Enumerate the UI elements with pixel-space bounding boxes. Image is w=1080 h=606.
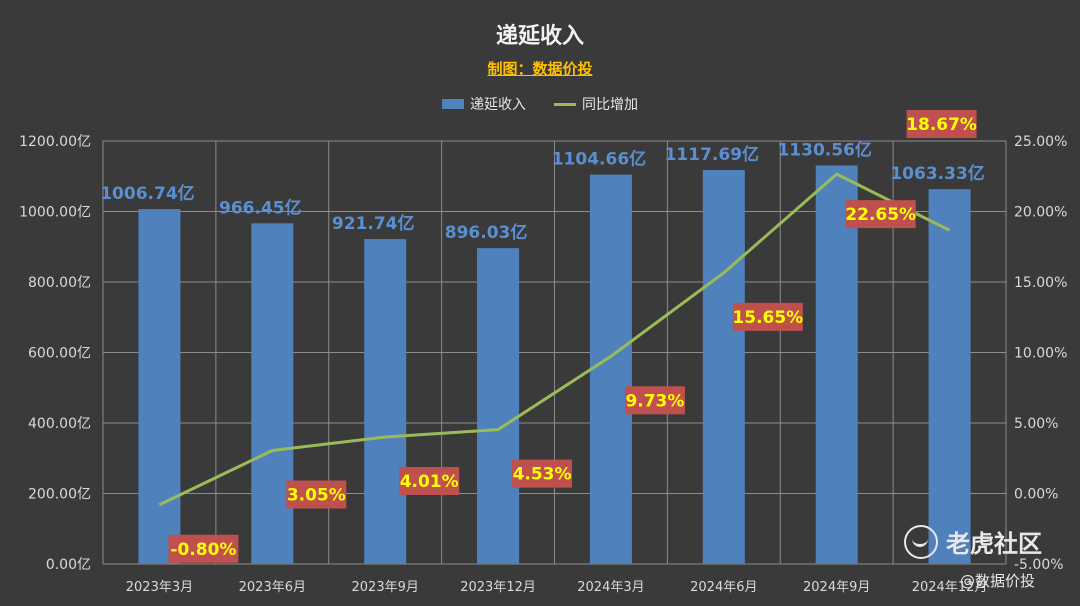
watermark-handle: @数据价投 — [960, 572, 1036, 590]
y-right-tick-label: 10.00% — [1014, 346, 1067, 362]
bar-data-label: 1104.66亿 — [552, 149, 646, 170]
y-left-tick-label: 1000.00亿 — [19, 205, 91, 221]
x-tick-label: 2024年9月 — [803, 580, 870, 595]
y-left-tick-label: 800.00亿 — [28, 275, 91, 291]
y-right-tick-label: 0.00% — [1014, 487, 1058, 503]
legend-line-label: 同比增加 — [582, 97, 638, 113]
line-label-box — [399, 466, 460, 495]
bar-data-label: 966.45亿 — [219, 197, 302, 218]
y-left-tick-label: 600.00亿 — [28, 346, 91, 362]
line-data-label: 18.67% — [906, 115, 977, 135]
x-tick-label: 2024年3月 — [577, 580, 644, 595]
tiger-logo-icon — [904, 524, 938, 559]
line-data-label: 3.05% — [287, 485, 346, 505]
legend-item-line: 同比增加 — [554, 94, 638, 114]
bar-data-label: 1130.56亿 — [777, 139, 871, 160]
y-right-tick-label: 5.00% — [1014, 416, 1058, 432]
legend-line-swatch — [554, 102, 576, 106]
bar — [589, 174, 632, 564]
chart-title: 递延收入 — [495, 24, 584, 49]
x-tick-label: 2024年12月 — [912, 580, 988, 595]
bar-data-label: 921.74亿 — [332, 213, 415, 234]
y-right-tick-label: -5.00% — [1014, 557, 1064, 573]
bar — [138, 209, 181, 564]
x-tick-label: 2023年3月 — [126, 580, 193, 595]
line-label-box — [732, 302, 803, 331]
bar-data-label: 1006.74亿 — [100, 183, 194, 204]
line-data-label: 4.01% — [400, 472, 459, 492]
y-right-tick-label: 25.00% — [1014, 134, 1067, 150]
x-tick-label: 2024年6月 — [690, 580, 757, 595]
bar — [928, 189, 971, 564]
y-right-tick-label: 20.00% — [1014, 205, 1067, 221]
line-label-box — [168, 534, 239, 563]
line-label-box — [286, 480, 347, 509]
line-data-label: 9.73% — [625, 391, 684, 411]
bar — [477, 248, 520, 565]
line-series — [158, 172, 951, 507]
watermark-brand: 老虎社区 — [946, 530, 1042, 558]
x-tick-label: 2023年9月 — [352, 580, 419, 595]
bar-data-label: 1063.33亿 — [890, 163, 984, 184]
watermark-logo: 老虎社区 — [904, 524, 1042, 559]
line-label-box — [845, 200, 916, 229]
bar-data-label: 896.03亿 — [445, 222, 528, 243]
line-data-label: 22.65% — [845, 205, 916, 225]
chart-legend: 递延收入 同比增加 — [0, 94, 1080, 114]
line-data-label: 4.53% — [513, 465, 572, 485]
y-left-tick-label: 200.00亿 — [28, 487, 91, 503]
y-left-tick-label: 0.00亿 — [46, 557, 91, 573]
legend-bar-label: 递延收入 — [470, 97, 526, 113]
line-label-box — [906, 110, 977, 138]
line-label-box — [512, 459, 573, 488]
line-data-label: 15.65% — [732, 308, 803, 328]
y-left-tick-label: 400.00亿 — [28, 416, 91, 432]
y-right-tick-label: 15.00% — [1014, 275, 1067, 291]
x-tick-label: 2023年6月 — [239, 580, 306, 595]
bar — [251, 223, 294, 565]
bar — [702, 170, 745, 564]
chart-subtitle: 制图：数据价投 — [487, 60, 593, 78]
x-tick-label: 2023年12月 — [460, 580, 536, 595]
bar-data-label: 1117.69亿 — [665, 144, 759, 165]
line-data-label: -0.80% — [170, 540, 236, 560]
bar — [364, 239, 407, 564]
bar — [815, 165, 858, 564]
legend-item-bar: 递延收入 — [442, 94, 526, 114]
y-left-tick-label: 1200.00亿 — [19, 134, 91, 150]
line-label-box — [624, 386, 685, 415]
legend-bar-swatch — [442, 99, 464, 109]
